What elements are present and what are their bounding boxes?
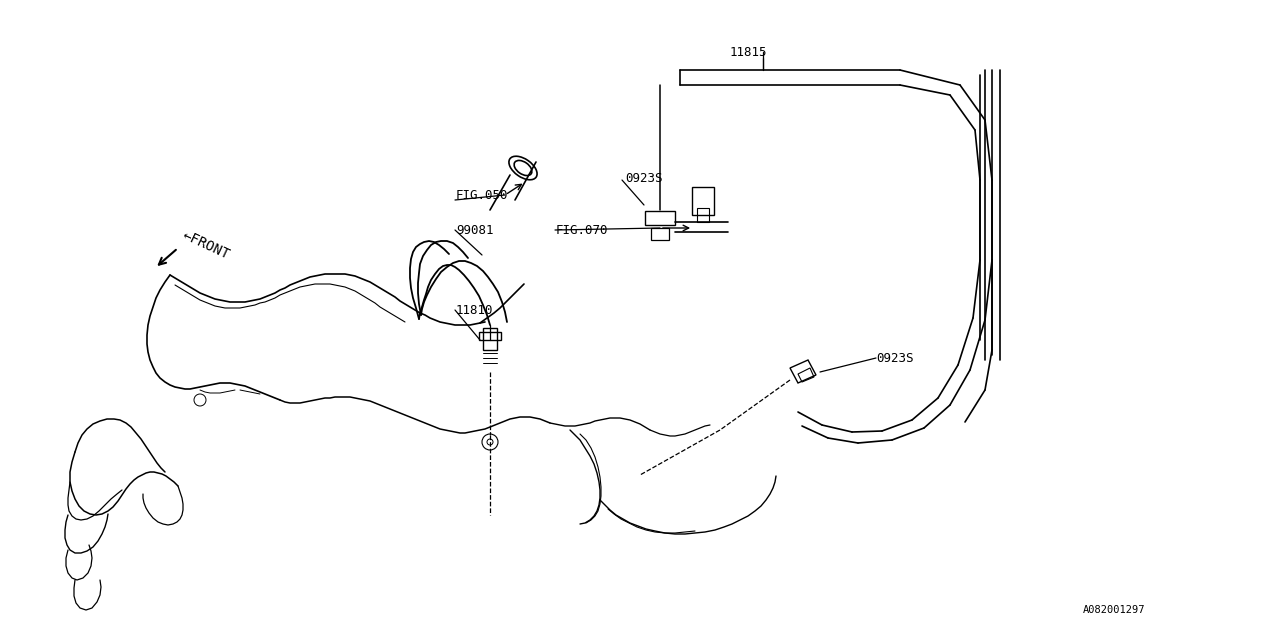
Bar <box>479 332 500 340</box>
Text: ←FRONT: ←FRONT <box>180 228 232 262</box>
Text: A082001297: A082001297 <box>1083 605 1146 615</box>
Bar <box>652 228 669 240</box>
Text: 0923S: 0923S <box>876 351 914 365</box>
Bar <box>698 208 709 222</box>
Text: FIG.050: FIG.050 <box>456 189 508 202</box>
Text: 0923S: 0923S <box>625 172 663 184</box>
Bar <box>645 211 675 225</box>
Text: 11815: 11815 <box>730 45 768 58</box>
Bar <box>483 328 497 350</box>
Text: 99081: 99081 <box>456 223 494 237</box>
Text: 11810: 11810 <box>456 303 494 317</box>
Text: FIG.070: FIG.070 <box>556 223 608 237</box>
Bar <box>692 187 714 215</box>
